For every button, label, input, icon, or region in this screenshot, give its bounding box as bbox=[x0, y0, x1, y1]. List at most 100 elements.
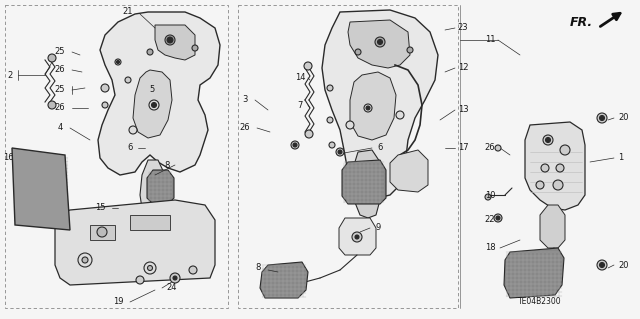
Text: 24: 24 bbox=[167, 284, 177, 293]
Circle shape bbox=[327, 117, 333, 123]
Circle shape bbox=[102, 102, 108, 108]
Circle shape bbox=[560, 145, 570, 155]
Text: 8: 8 bbox=[255, 263, 260, 272]
Polygon shape bbox=[130, 215, 170, 230]
Text: 9: 9 bbox=[376, 224, 381, 233]
Circle shape bbox=[366, 106, 370, 110]
Circle shape bbox=[375, 37, 385, 47]
Text: 26: 26 bbox=[484, 144, 495, 152]
Circle shape bbox=[48, 101, 56, 109]
Text: 22: 22 bbox=[484, 216, 495, 225]
Text: 8: 8 bbox=[164, 160, 170, 169]
Circle shape bbox=[495, 145, 501, 151]
Text: 25: 25 bbox=[55, 85, 65, 94]
Circle shape bbox=[496, 216, 500, 220]
Text: FR.: FR. bbox=[570, 16, 593, 28]
Circle shape bbox=[125, 77, 131, 83]
Polygon shape bbox=[339, 218, 376, 255]
Text: 25: 25 bbox=[55, 48, 65, 56]
Circle shape bbox=[293, 143, 297, 147]
Circle shape bbox=[597, 113, 607, 123]
Circle shape bbox=[116, 61, 120, 63]
Circle shape bbox=[115, 59, 121, 65]
Bar bbox=[5, 5, 228, 308]
Circle shape bbox=[352, 232, 362, 242]
Circle shape bbox=[485, 194, 491, 200]
Polygon shape bbox=[98, 12, 220, 175]
Text: 19: 19 bbox=[113, 298, 124, 307]
Text: 3: 3 bbox=[243, 95, 248, 105]
Circle shape bbox=[600, 263, 605, 268]
Circle shape bbox=[82, 257, 88, 263]
Circle shape bbox=[364, 104, 372, 112]
Circle shape bbox=[327, 85, 333, 91]
Polygon shape bbox=[342, 160, 386, 204]
Circle shape bbox=[355, 49, 361, 55]
Circle shape bbox=[144, 262, 156, 274]
Text: 21: 21 bbox=[123, 8, 133, 17]
Circle shape bbox=[355, 235, 359, 239]
Text: 10: 10 bbox=[484, 190, 495, 199]
Text: 26: 26 bbox=[240, 123, 250, 132]
Text: 6: 6 bbox=[378, 144, 383, 152]
Text: 2: 2 bbox=[8, 70, 13, 79]
Circle shape bbox=[101, 84, 109, 92]
Polygon shape bbox=[260, 262, 308, 298]
Polygon shape bbox=[390, 150, 428, 192]
Text: 18: 18 bbox=[484, 243, 495, 253]
Polygon shape bbox=[55, 200, 215, 285]
Text: 7: 7 bbox=[298, 100, 303, 109]
Text: 14: 14 bbox=[295, 73, 305, 83]
Circle shape bbox=[396, 111, 404, 119]
Polygon shape bbox=[155, 25, 195, 60]
Bar bbox=[238, 5, 458, 308]
Text: 4: 4 bbox=[58, 123, 63, 132]
Circle shape bbox=[338, 150, 342, 154]
Circle shape bbox=[152, 102, 157, 108]
Polygon shape bbox=[504, 248, 564, 298]
Circle shape bbox=[305, 130, 313, 138]
Text: 11: 11 bbox=[484, 35, 495, 44]
Polygon shape bbox=[133, 70, 172, 138]
Circle shape bbox=[149, 100, 159, 110]
Circle shape bbox=[147, 49, 153, 55]
Circle shape bbox=[346, 121, 354, 129]
Polygon shape bbox=[348, 20, 410, 68]
Text: 1: 1 bbox=[618, 153, 623, 162]
Circle shape bbox=[536, 181, 544, 189]
Circle shape bbox=[600, 115, 605, 121]
Circle shape bbox=[407, 47, 413, 53]
Text: 20: 20 bbox=[618, 261, 628, 270]
Circle shape bbox=[556, 164, 564, 172]
Text: TE04B2300: TE04B2300 bbox=[518, 298, 562, 307]
Circle shape bbox=[291, 141, 299, 149]
Text: 20: 20 bbox=[618, 114, 628, 122]
Circle shape bbox=[189, 266, 197, 274]
Circle shape bbox=[165, 35, 175, 45]
Text: 26: 26 bbox=[54, 65, 65, 75]
Circle shape bbox=[494, 214, 502, 222]
Text: 16: 16 bbox=[3, 153, 13, 162]
Circle shape bbox=[192, 45, 198, 51]
Circle shape bbox=[48, 54, 56, 62]
Circle shape bbox=[78, 253, 92, 267]
Circle shape bbox=[545, 137, 550, 143]
Text: 5: 5 bbox=[149, 85, 155, 94]
Polygon shape bbox=[90, 225, 115, 240]
Polygon shape bbox=[322, 10, 438, 198]
Circle shape bbox=[304, 62, 312, 70]
Polygon shape bbox=[12, 148, 70, 230]
Circle shape bbox=[136, 276, 144, 284]
Polygon shape bbox=[352, 150, 382, 218]
Circle shape bbox=[553, 180, 563, 190]
Circle shape bbox=[597, 260, 607, 270]
Text: 13: 13 bbox=[458, 106, 468, 115]
Circle shape bbox=[543, 135, 553, 145]
Polygon shape bbox=[540, 205, 565, 248]
Text: 6: 6 bbox=[127, 144, 132, 152]
Circle shape bbox=[170, 273, 180, 283]
Circle shape bbox=[129, 126, 137, 134]
Circle shape bbox=[173, 276, 177, 280]
Text: 12: 12 bbox=[458, 63, 468, 72]
Circle shape bbox=[541, 164, 549, 172]
